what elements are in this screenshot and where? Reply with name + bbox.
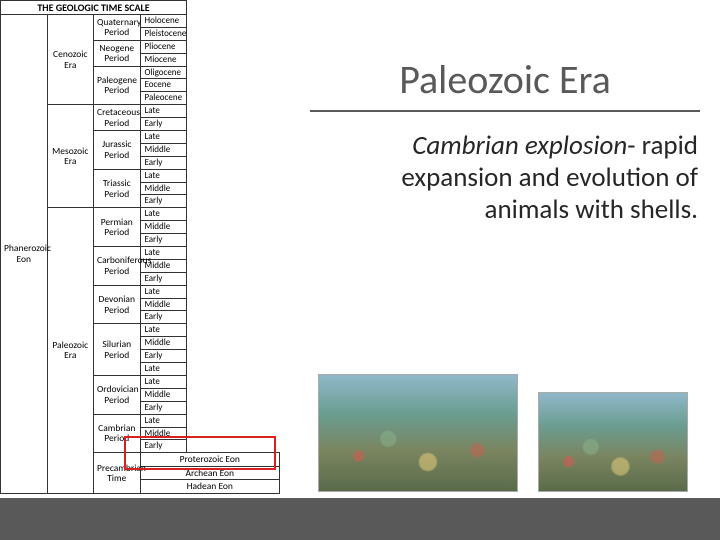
- epoch: Middle: [140, 182, 187, 195]
- body-emphasis: Cambrian explosion: [412, 129, 627, 162]
- period-jurassic: Jurassic Period: [94, 131, 141, 170]
- epoch: Late: [140, 247, 187, 260]
- illustration-row: [300, 374, 720, 492]
- epoch: Eocene: [140, 79, 187, 92]
- epoch: Early: [140, 350, 187, 363]
- epoch: Middle: [140, 221, 187, 234]
- period-quaternary: Quaternary Period: [94, 15, 141, 41]
- epoch: Late: [140, 363, 187, 376]
- epoch: Oligocene: [140, 66, 187, 79]
- geologic-timescale-panel: THE GEOLOGIC TIME SCALE Phanerozoic Eon …: [0, 0, 280, 540]
- period-triassic: Triassic Period: [94, 169, 141, 208]
- epoch: Early: [140, 156, 187, 169]
- epoch: Early: [140, 234, 187, 247]
- epoch: Holocene: [140, 15, 187, 28]
- epoch: Late: [140, 375, 187, 388]
- epoch: Early: [140, 118, 187, 131]
- eon-proterozoic: Proterozoic Eon: [140, 453, 280, 466]
- period-cretaceous: Cretaceous Period: [94, 105, 141, 131]
- slide-body: Cambrian explosion- rapid expansion and …: [316, 130, 698, 226]
- eon-archean: Archean Eon: [140, 466, 280, 479]
- epoch: Middle: [140, 259, 187, 272]
- epoch: Late: [140, 169, 187, 182]
- period-permian: Permian Period: [94, 208, 141, 247]
- epoch: Late: [140, 414, 187, 427]
- era-paleozoic: Paleozoic Era: [47, 208, 94, 493]
- epoch: Pleistocene: [140, 27, 187, 40]
- epoch: Middle: [140, 337, 187, 350]
- epoch: Middle: [140, 143, 187, 156]
- epoch: Middle: [140, 388, 187, 401]
- epoch: Late: [140, 324, 187, 337]
- epoch: Pliocene: [140, 40, 187, 53]
- epoch: Late: [140, 285, 187, 298]
- era-mesozoic: Mesozoic Era: [47, 105, 94, 208]
- slide-title: Paleozoic Era: [310, 55, 700, 112]
- period-neogene: Neogene Period: [94, 40, 141, 66]
- cambrian-sea-illustration-1: [318, 374, 518, 492]
- period-silurian: Silurian Period: [94, 324, 141, 376]
- epoch: Early: [140, 401, 187, 414]
- epoch: Miocene: [140, 53, 187, 66]
- period-ordovician: Ordovician Period: [94, 375, 141, 414]
- epoch: Middle: [140, 427, 187, 440]
- epoch: Late: [140, 105, 187, 118]
- footer-bar: [0, 498, 720, 540]
- period-paleogene: Paleogene Period: [94, 66, 141, 105]
- epoch: Early: [140, 440, 187, 453]
- epoch: Early: [140, 272, 187, 285]
- period-cambrian: Cambrian Period: [94, 414, 141, 453]
- period-devonian: Devonian Period: [94, 285, 141, 324]
- cambrian-sea-illustration-2: [538, 392, 688, 492]
- era-cenozoic: Cenozoic Era: [47, 15, 94, 105]
- epoch: Late: [140, 131, 187, 144]
- epoch: Early: [140, 311, 187, 324]
- epoch: Paleocene: [140, 92, 187, 105]
- epoch: Middle: [140, 298, 187, 311]
- period-carboniferous: Carboniferous Period: [94, 247, 141, 286]
- epoch: Early: [140, 195, 187, 208]
- geologic-timescale-table: THE GEOLOGIC TIME SCALE Phanerozoic Eon …: [0, 0, 280, 494]
- eon-phanerozoic: Phanerozoic Eon: [1, 15, 48, 494]
- eon-hadean: Hadean Eon: [140, 480, 280, 493]
- eon-precambrian: Precambrian Time: [94, 453, 141, 493]
- epoch: Late: [140, 208, 187, 221]
- table-title: THE GEOLOGIC TIME SCALE: [1, 1, 187, 15]
